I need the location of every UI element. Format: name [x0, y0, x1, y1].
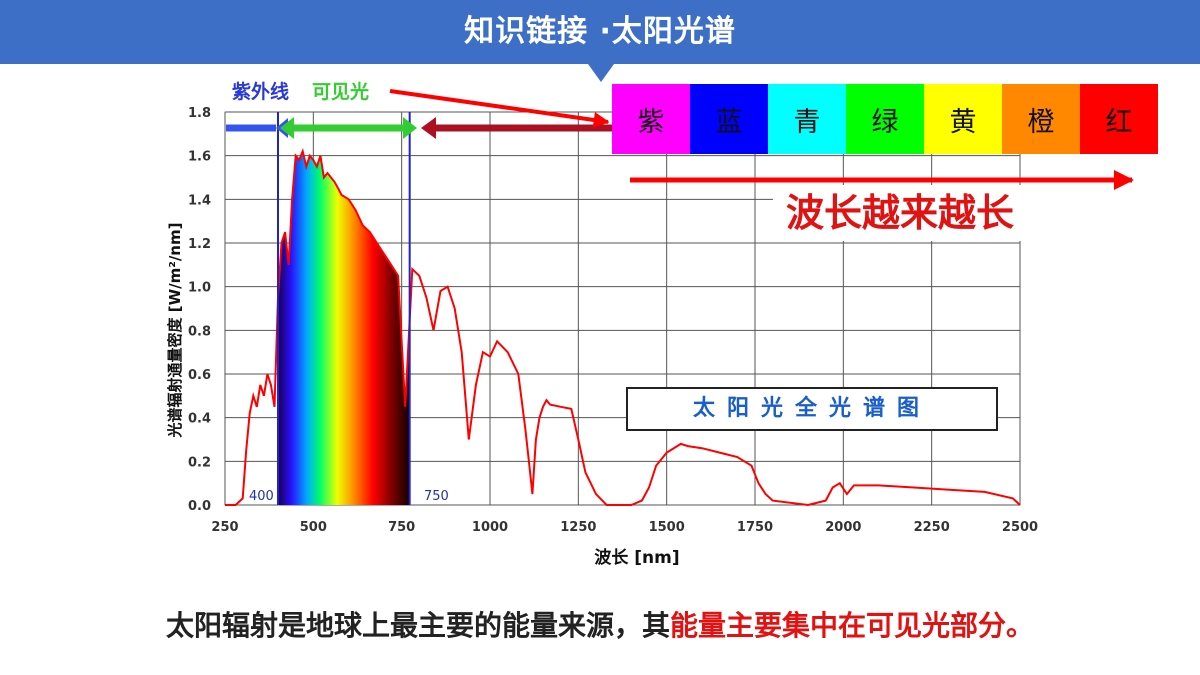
trend-label: 波长越来越长	[773, 185, 1027, 241]
caption: 太阳辐射是地球上最主要的能量来源，其能量主要集中在可见光部分。	[0, 604, 1200, 644]
spectrum-curve	[225, 147, 1021, 507]
x-tick-label: 750	[388, 520, 415, 535]
visible-arrowhead-right	[403, 117, 417, 139]
y-tick-label: 0.2	[188, 455, 211, 470]
page-title: 知识链接 ·太阳光谱	[464, 14, 736, 49]
y-tick-label: 1.8	[188, 106, 211, 121]
x-tick-label: 2500	[1002, 520, 1038, 535]
header-banner: 知识链接 ·太阳光谱	[0, 0, 1200, 64]
color-swatch: 绿	[846, 84, 924, 154]
y-axis-title: 光谱辐射通量密度 [W/m²/nm]	[166, 223, 184, 439]
y-tick-label: 1.4	[188, 193, 211, 208]
y-tick-label: 0.0	[188, 499, 211, 514]
color-swatch: 蓝	[690, 84, 768, 154]
x-axis-ticks: 250 500 750 1000 1250 1500 1750 2000 2250 2500	[211, 520, 1038, 535]
y-tick-label: 0.4	[188, 412, 211, 427]
color-swatch: 橙	[1002, 84, 1080, 154]
visible-arrowhead-left	[280, 117, 294, 139]
uv-band-label: 紫外线	[232, 80, 289, 103]
x-tick-label: 2000	[825, 520, 861, 535]
caption-highlight: 能量主要集中在可见光部分。	[670, 609, 1035, 642]
y-tick-label: 1.2	[188, 237, 211, 252]
visible-band-label: 可见光	[312, 80, 369, 103]
y-tick-label: 1.0	[188, 281, 211, 296]
ir-arrowhead	[421, 117, 436, 139]
color-swatch: 青	[768, 84, 846, 154]
x-tick-label: 1500	[649, 520, 685, 535]
color-swatch: 黄	[924, 84, 1002, 154]
color-scale: 紫蓝青绿黄橙红	[612, 84, 1158, 154]
x-axis-title: 波长 [nm]	[594, 547, 679, 568]
x-tick-label: 1750	[737, 520, 773, 535]
y-axis-ticks: 0.0 0.2 0.4 0.6 0.8 1.0 1.2 1.4 1.6 1.8	[188, 106, 211, 514]
y-tick-label: 0.6	[188, 368, 211, 383]
band-start-label: 400	[249, 489, 274, 504]
chart-name-box: 太阳光全光谱图	[626, 387, 998, 431]
x-tick-label: 500	[300, 520, 327, 535]
color-swatch: 红	[1080, 84, 1158, 154]
x-tick-label: 1000	[472, 520, 508, 535]
caption-text: 太阳辐射是地球上最主要的能量来源，其	[165, 609, 670, 642]
x-tick-label: 1250	[560, 520, 596, 535]
band-end-label: 750	[424, 489, 449, 504]
y-tick-label: 1.6	[188, 150, 211, 165]
color-swatch: 紫	[612, 84, 690, 154]
pointer-arrow	[389, 89, 610, 128]
x-tick-label: 250	[211, 520, 238, 535]
x-tick-label: 2250	[914, 520, 950, 535]
y-tick-label: 0.8	[188, 324, 211, 339]
banner-pointer-decoration	[588, 64, 614, 82]
